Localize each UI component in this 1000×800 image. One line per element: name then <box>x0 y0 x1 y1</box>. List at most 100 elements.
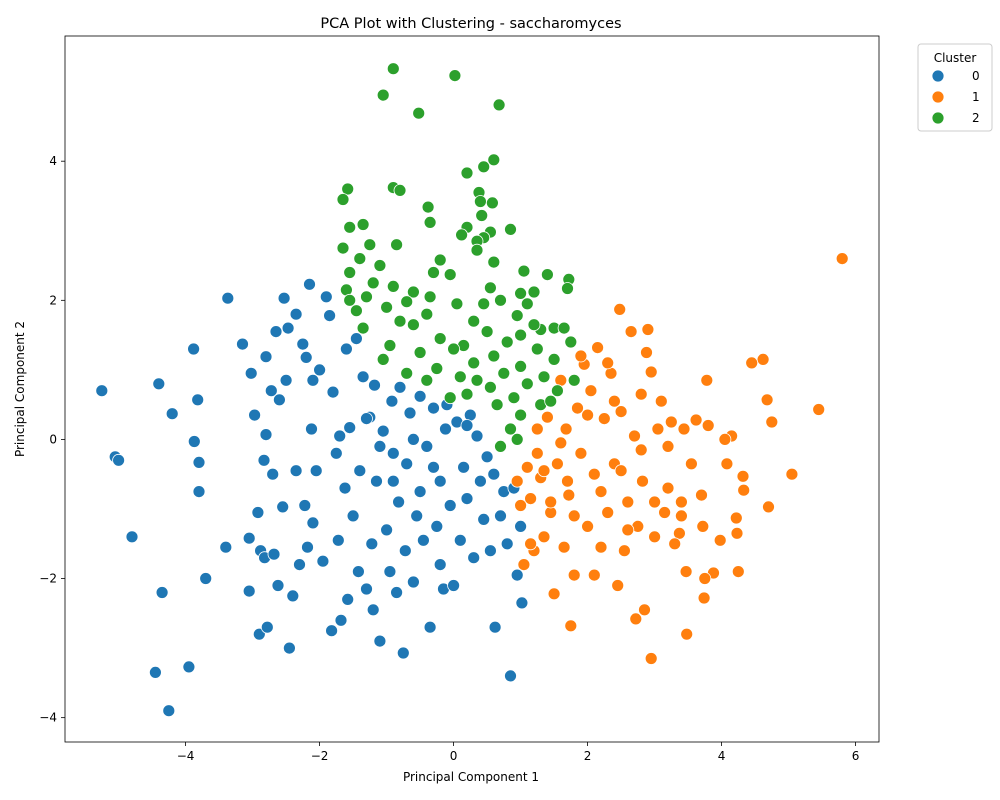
y-tick-label: 4 <box>49 154 57 168</box>
point-cluster-2 <box>336 241 350 255</box>
point-cluster-1 <box>621 523 635 537</box>
point-cluster-0 <box>95 384 109 398</box>
x-tick-label: 6 <box>852 749 860 763</box>
point-cluster-0 <box>504 669 517 683</box>
point-cluster-0 <box>309 464 323 478</box>
point-cluster-0 <box>403 406 417 420</box>
point-cluster-2 <box>450 297 464 311</box>
point-cluster-0 <box>339 342 353 356</box>
point-cluster-0 <box>413 389 427 403</box>
point-cluster-2 <box>349 304 363 318</box>
point-cluster-0 <box>306 516 320 530</box>
point-cluster-1 <box>547 587 561 601</box>
point-cluster-2 <box>475 209 489 222</box>
point-cluster-0 <box>341 593 355 606</box>
point-cluster-1 <box>668 537 682 551</box>
point-cluster-1 <box>658 506 671 519</box>
point-cluster-2 <box>564 335 578 349</box>
point-cluster-2 <box>497 366 511 380</box>
point-cluster-0 <box>353 464 367 478</box>
point-cluster-0 <box>366 603 380 617</box>
point-cluster-1 <box>760 393 774 407</box>
point-cluster-2 <box>376 352 390 366</box>
point-cluster-1 <box>661 439 675 453</box>
point-cluster-0 <box>306 373 320 387</box>
point-cluster-0 <box>390 586 404 599</box>
point-cluster-0 <box>360 412 373 426</box>
point-cluster-0 <box>125 530 139 544</box>
point-cluster-0 <box>487 467 501 481</box>
point-cluster-2 <box>527 318 541 332</box>
point-cluster-1 <box>613 302 627 316</box>
legend-marker-0 <box>931 69 945 83</box>
point-cluster-1 <box>587 568 601 582</box>
point-cluster-0 <box>393 380 407 394</box>
point-cluster-2 <box>400 366 414 380</box>
point-cluster-0 <box>427 460 440 474</box>
point-cluster-2 <box>514 286 527 300</box>
point-cluster-1 <box>765 415 779 429</box>
point-cluster-2 <box>460 387 474 401</box>
point-cluster-2 <box>413 346 427 359</box>
point-cluster-2 <box>530 342 544 356</box>
point-cluster-1 <box>664 415 678 429</box>
x-tick-label: 4 <box>718 749 726 763</box>
point-cluster-1 <box>564 619 578 633</box>
point-cluster-2 <box>380 300 394 314</box>
point-cluster-2 <box>467 314 481 328</box>
point-cluster-2 <box>487 255 501 269</box>
point-cluster-0 <box>257 453 271 467</box>
x-axis-label: Principal Component 1 <box>403 770 539 784</box>
point-cluster-1 <box>587 467 601 481</box>
point-cluster-2 <box>363 238 377 252</box>
point-cluster-1 <box>530 446 544 460</box>
point-cluster-1 <box>581 408 594 422</box>
point-cluster-2 <box>356 321 370 335</box>
point-cluster-0 <box>473 474 487 488</box>
point-cluster-2 <box>567 373 581 387</box>
point-cluster-1 <box>524 537 537 551</box>
point-cluster-1 <box>574 349 588 363</box>
point-cluster-2 <box>356 218 370 231</box>
point-cluster-2 <box>494 293 507 307</box>
point-cluster-0 <box>349 332 363 346</box>
point-cluster-0 <box>259 350 273 364</box>
point-cluster-1 <box>524 492 537 506</box>
point-cluster-0 <box>299 350 313 364</box>
point-cluster-1 <box>559 422 573 436</box>
point-cluster-2 <box>343 266 357 279</box>
point-cluster-2 <box>427 266 440 279</box>
point-cluster-2 <box>467 356 481 370</box>
point-cluster-0 <box>191 393 205 407</box>
point-cluster-2 <box>510 432 524 446</box>
point-cluster-1 <box>685 457 698 471</box>
point-cluster-0 <box>406 432 420 446</box>
point-cluster-0 <box>514 520 527 533</box>
point-cluster-1 <box>597 412 611 426</box>
point-cluster-2 <box>490 398 504 412</box>
point-cluster-0 <box>488 620 502 634</box>
point-cluster-1 <box>698 572 712 585</box>
point-cluster-1 <box>737 483 751 497</box>
point-cluster-1 <box>537 530 551 544</box>
points-layer <box>95 62 849 718</box>
point-cluster-0 <box>510 568 524 582</box>
point-cluster-2 <box>547 352 561 366</box>
point-cluster-0 <box>373 439 387 453</box>
point-cluster-0 <box>162 704 176 718</box>
point-cluster-0 <box>323 309 337 323</box>
point-cluster-1 <box>567 509 581 523</box>
point-cluster-0 <box>293 558 306 571</box>
point-cluster-0 <box>259 428 273 442</box>
y-tick-label: 2 <box>49 293 57 307</box>
point-cluster-0 <box>365 537 379 551</box>
legend-title: Cluster <box>934 51 977 65</box>
point-cluster-0 <box>406 575 420 589</box>
point-cluster-2 <box>551 384 564 398</box>
point-cluster-0 <box>286 589 300 603</box>
point-cluster-0 <box>386 446 400 460</box>
point-cluster-2 <box>455 228 469 242</box>
point-cluster-2 <box>507 391 521 405</box>
point-cluster-0 <box>182 660 196 674</box>
point-cluster-0 <box>370 474 383 488</box>
